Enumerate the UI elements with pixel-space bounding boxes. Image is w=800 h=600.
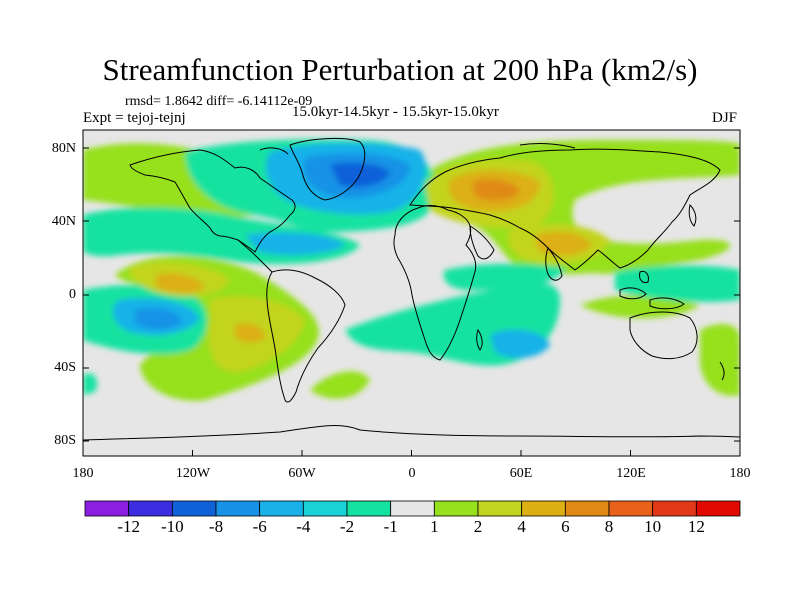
colorbar-tick-label: 12	[687, 517, 705, 536]
x-tick-label: 180	[729, 466, 751, 481]
season-label: DJF	[712, 110, 738, 126]
y-tick-label: 80S	[54, 433, 76, 448]
y-tick-label: 40S	[54, 360, 76, 375]
y-tick-label: 0	[69, 287, 76, 302]
contour-neg-band-1	[83, 373, 97, 395]
contour-pos-band-1	[310, 371, 370, 399]
colorbar-tick-label: 8	[604, 517, 614, 536]
colorbar-tick-label: 1	[430, 517, 439, 536]
colorbar-tick-label: -10	[160, 517, 184, 536]
colorbar-box	[84, 500, 130, 517]
colorbar-box	[564, 500, 610, 517]
x-tick-label: 60E	[509, 466, 533, 481]
colorbar-box	[215, 500, 261, 517]
colorbar-box	[346, 500, 392, 517]
colorbar-tick-label: 6	[561, 517, 570, 536]
contour-pos-band-1	[700, 324, 740, 396]
colorbar-box	[128, 500, 173, 517]
stats-line: rmsd= 1.8642 diff= -6.14112e-09	[125, 94, 313, 109]
colorbar-box	[608, 500, 654, 517]
colorbar-tick-label: -12	[117, 517, 140, 536]
colorbar-tick-label: -8	[208, 517, 224, 536]
colorbar-box	[390, 500, 435, 517]
y-tick-label: 80N	[51, 141, 76, 156]
colorbar-tick-label: -4	[296, 517, 311, 536]
contour-pos-band-4	[472, 179, 520, 201]
x-tick-label: 0	[408, 466, 416, 481]
y-axis-ticks	[83, 147, 740, 442]
colorbar-box	[477, 500, 523, 517]
colorbar-box	[521, 500, 566, 517]
contour-neg-band-3	[135, 308, 182, 330]
contour-neg-band-2	[490, 329, 550, 359]
colorbar	[84, 500, 741, 517]
colorbar-box	[652, 500, 697, 517]
period-label: 15.0kyr-14.5kyr - 15.5kyr-15.0kyr	[292, 104, 499, 120]
colorbar-box	[695, 500, 741, 517]
experiment-label: Expt = tejoj-tejnj	[83, 110, 186, 126]
contour-neg-band-1	[615, 265, 740, 302]
contour-pos-band-3	[155, 273, 205, 294]
colorbar-tick-label: 10	[644, 517, 662, 536]
colorbar-box	[259, 500, 304, 517]
map-panel	[82, 129, 741, 457]
x-tick-label: 120E	[616, 466, 646, 481]
colorbar-box	[302, 500, 348, 517]
x-tick-label: 60W	[288, 466, 316, 481]
contour-fields	[83, 139, 740, 401]
colorbar-tick-label: 4	[517, 517, 526, 536]
coastlines	[83, 137, 740, 441]
contour-neg-band-1	[443, 263, 565, 290]
y-tick-label: 40N	[51, 214, 76, 229]
colorbar-tick-label: -6	[252, 517, 267, 536]
colorbar-tick-label: -2	[339, 517, 355, 536]
contour-pos-band-3	[235, 323, 265, 343]
x-tick-label: 120W	[175, 466, 211, 481]
colorbar-box	[433, 500, 479, 517]
colorbar-tick-label: 2	[473, 517, 483, 536]
x-tick-label: 180	[72, 466, 94, 481]
colorbar-box	[171, 500, 217, 517]
x-axis-ticks	[82, 450, 741, 456]
colorbar-tick-label: -1	[383, 517, 398, 536]
plot-title: Streamfunction Perturbation at 200 hPa (…	[102, 52, 698, 87]
contour-neg-band-2	[245, 232, 345, 256]
